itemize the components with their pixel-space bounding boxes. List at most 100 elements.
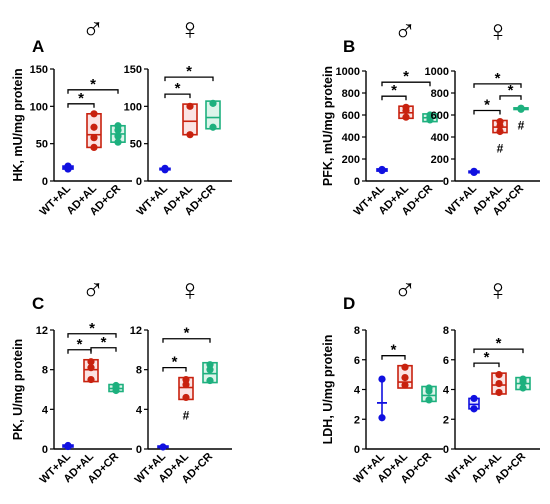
significance-bracket — [499, 95, 522, 100]
y-tick-label: 0 — [136, 176, 142, 188]
data-point — [182, 393, 190, 402]
panel-letter-B: B — [343, 37, 355, 56]
y-tick-label: 400 — [431, 132, 449, 144]
data-point — [517, 104, 525, 112]
significance-star: * — [175, 80, 181, 97]
y-tick-label: 200 — [342, 154, 360, 166]
data-point — [87, 364, 95, 372]
data-point — [470, 167, 478, 175]
data-point — [519, 384, 527, 392]
y-tick-label: 2 — [354, 414, 360, 426]
y-axis-label: HK, mU/mg protein — [11, 68, 25, 181]
significance-star: * — [495, 70, 501, 87]
data-point — [495, 379, 503, 388]
significance-star: * — [101, 334, 107, 351]
significance-star: * — [508, 82, 514, 99]
significance-bracket — [67, 333, 117, 338]
data-point — [112, 381, 120, 390]
y-tick-label: 1000 — [425, 66, 449, 78]
significance-star: * — [90, 76, 96, 93]
data-point — [64, 441, 72, 450]
significance-star: * — [484, 349, 490, 366]
significance-bracket — [473, 362, 500, 368]
significance-hash: # — [497, 142, 504, 156]
significance-star: * — [78, 90, 84, 107]
significance-star: * — [391, 82, 397, 99]
significance-star: * — [186, 63, 192, 80]
y-tick-label: 4 — [354, 385, 361, 397]
data-point — [425, 384, 433, 392]
data-point — [90, 143, 98, 151]
significance-bracket — [164, 76, 214, 82]
data-point — [209, 99, 217, 107]
y-tick-label: 600 — [342, 110, 360, 122]
significance-bracket — [473, 109, 501, 115]
y-tick-label: 800 — [431, 88, 449, 100]
significance-bracket — [90, 347, 117, 352]
panel-letter-D: D — [343, 294, 355, 313]
significance-star: * — [391, 342, 397, 359]
sex-symbol: ♂ — [82, 274, 105, 307]
data-point — [496, 118, 504, 126]
data-point — [90, 134, 98, 142]
data-point — [114, 122, 122, 130]
significance-bracket — [162, 366, 187, 372]
panel-letter-A: A — [32, 37, 44, 56]
sex-symbol: ♂ — [82, 13, 105, 46]
data-point — [401, 381, 409, 389]
y-tick-label: 0 — [354, 176, 360, 188]
y-tick-label: 200 — [431, 154, 449, 166]
data-point — [402, 103, 410, 111]
data-point — [90, 110, 98, 118]
y-tick-label: 1000 — [336, 66, 360, 78]
data-point — [206, 361, 214, 369]
significance-star: * — [184, 325, 190, 342]
data-point — [114, 132, 122, 140]
data-point — [425, 396, 433, 404]
significance-bracket — [473, 348, 524, 354]
sex-symbol: ♀ — [179, 13, 202, 46]
data-point — [496, 127, 504, 136]
significance-hash: # — [183, 408, 190, 422]
data-point — [401, 363, 409, 371]
sex-symbol: ♂ — [394, 274, 417, 307]
y-tick-label: 50 — [130, 139, 142, 151]
y-tick-label: 0 — [136, 444, 142, 456]
y-tick-label: 12 — [36, 325, 48, 337]
y-tick-label: 600 — [431, 110, 449, 122]
y-tick-label: 400 — [342, 132, 360, 144]
significance-bracket — [381, 81, 431, 87]
data-point — [426, 111, 434, 119]
significance-star: * — [403, 68, 409, 85]
y-tick-label: 8 — [443, 325, 449, 337]
significance-hash: # — [518, 119, 525, 133]
data-point — [378, 414, 386, 422]
data-point — [209, 123, 217, 131]
y-axis-label: PK, U/mg protein — [11, 339, 25, 440]
y-tick-label: 8 — [42, 365, 48, 377]
y-tick-label: 50 — [36, 139, 48, 151]
y-tick-label: 2 — [443, 414, 449, 426]
data-point — [206, 366, 214, 374]
significance-bracket — [162, 338, 211, 343]
y-tick-label: 4 — [443, 385, 450, 397]
y-tick-label: 0 — [443, 176, 449, 188]
data-point — [161, 164, 169, 172]
data-point — [495, 371, 503, 379]
significance-bracket — [67, 89, 119, 94]
y-tick-label: 12 — [130, 325, 142, 337]
data-point — [159, 443, 167, 451]
data-point — [64, 162, 72, 170]
data-point — [114, 138, 122, 146]
y-tick-label: 0 — [354, 444, 360, 456]
significance-bracket — [164, 93, 191, 99]
panel-letter-C: C — [32, 294, 44, 313]
y-tick-label: 100 — [30, 101, 48, 113]
y-tick-label: 6 — [354, 355, 360, 367]
sex-symbol: ♀ — [487, 274, 510, 307]
significance-star: * — [77, 336, 83, 353]
y-tick-label: 150 — [124, 64, 142, 76]
significance-bracket — [381, 95, 407, 101]
y-tick-label: 100 — [124, 101, 142, 113]
y-tick-label: 0 — [42, 444, 48, 456]
